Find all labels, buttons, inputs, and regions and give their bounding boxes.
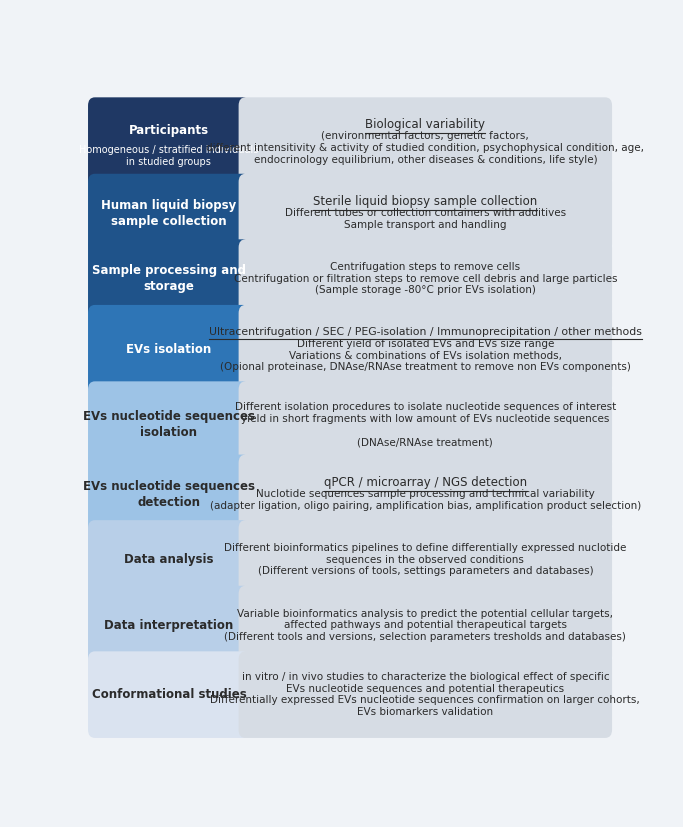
FancyBboxPatch shape <box>88 455 250 533</box>
Text: in vitro / in vivo studies to characterize the biological effect of specific: in vitro / in vivo studies to characteri… <box>242 672 609 682</box>
Text: EVs isolation: EVs isolation <box>126 343 212 356</box>
Text: Variable bioinformatics analysis to predict the potential cellular targets,: Variable bioinformatics analysis to pred… <box>237 609 613 619</box>
Text: Centrifugation or filtration steps to remove cell debris and large particles: Centrifugation or filtration steps to re… <box>234 274 617 284</box>
Text: different intensitivity & activity of studied condition, psychophysical conditio: different intensitivity & activity of st… <box>206 143 644 153</box>
FancyBboxPatch shape <box>238 381 612 468</box>
Text: (Sample storage -80°C prior EVs isolation): (Sample storage -80°C prior EVs isolatio… <box>315 285 535 295</box>
Text: Conformational studies: Conformational studies <box>92 688 247 701</box>
FancyBboxPatch shape <box>88 239 250 318</box>
FancyBboxPatch shape <box>238 305 612 394</box>
Text: affected pathways and potential therapeutical targets: affected pathways and potential therapeu… <box>284 620 567 630</box>
FancyBboxPatch shape <box>88 174 250 253</box>
Text: Sample processing and
storage: Sample processing and storage <box>92 265 246 294</box>
Text: Ultracentrifugation / SEC / PEG-isolation / Immunoprecipitation / other methods: Ultracentrifugation / SEC / PEG-isolatio… <box>209 327 642 337</box>
Text: Differentially expressed EVs nucleotide sequences confirmation on larger cohorts: Differentially expressed EVs nucleotide … <box>210 696 640 705</box>
FancyBboxPatch shape <box>238 98 612 187</box>
Text: Homogeneous / stratified individuals
in studied groups: Homogeneous / stratified individuals in … <box>79 145 259 167</box>
Text: Centrifugation steps to remove cells: Centrifugation steps to remove cells <box>331 262 520 272</box>
FancyBboxPatch shape <box>88 652 250 738</box>
Text: (Different tools and versions, selection parameters tresholds and databases): (Different tools and versions, selection… <box>225 632 626 642</box>
Text: Variations & combinations of EVs isolation methods,: Variations & combinations of EVs isolati… <box>289 351 562 361</box>
FancyBboxPatch shape <box>88 98 250 187</box>
Text: Sample transport and handling: Sample transport and handling <box>344 220 507 230</box>
Text: (Different versions of tools, settings parameters and databases): (Different versions of tools, settings p… <box>257 566 593 576</box>
Text: qPCR / microarray / NGS detection: qPCR / microarray / NGS detection <box>324 476 527 489</box>
Text: Sterile liquid biopsy sample collection: Sterile liquid biopsy sample collection <box>313 195 538 208</box>
Text: (Opional proteinase, DNAse/RNAse treatment to remove non EVs components): (Opional proteinase, DNAse/RNAse treatme… <box>220 362 631 372</box>
FancyBboxPatch shape <box>238 455 612 533</box>
Text: EVs nucleotide sequences
isolation: EVs nucleotide sequences isolation <box>83 410 255 439</box>
Text: Different tubes or collection containers with additives: Different tubes or collection containers… <box>285 208 566 218</box>
FancyBboxPatch shape <box>238 586 612 665</box>
FancyBboxPatch shape <box>238 520 612 599</box>
FancyBboxPatch shape <box>238 652 612 738</box>
FancyBboxPatch shape <box>238 174 612 253</box>
Text: endocrinology equilibrium, other diseases & conditions, life style): endocrinology equilibrium, other disease… <box>253 155 597 165</box>
Text: sequences in the observed conditions: sequences in the observed conditions <box>326 555 525 565</box>
Text: Different yield of isolated EVs and EVs size range: Different yield of isolated EVs and EVs … <box>296 339 554 349</box>
Text: Different bioinformatics pipelines to define differentially expressed nuclotide: Different bioinformatics pipelines to de… <box>224 543 626 553</box>
Text: EVs nucleotide sequences
detection: EVs nucleotide sequences detection <box>83 480 255 509</box>
Text: Data analysis: Data analysis <box>124 553 214 566</box>
FancyBboxPatch shape <box>238 239 612 318</box>
Text: EVs nucleotide sequences and potential therapeutics: EVs nucleotide sequences and potential t… <box>286 684 564 694</box>
Text: Human liquid biopsy
sample collection: Human liquid biopsy sample collection <box>101 198 236 227</box>
Text: (environmental factors, genetic factors,: (environmental factors, genetic factors, <box>322 131 529 141</box>
Text: EVs biomarkers validation: EVs biomarkers validation <box>357 707 493 717</box>
Text: Participants: Participants <box>129 124 209 137</box>
Text: Data interpretation: Data interpretation <box>104 619 234 632</box>
Text: Biological variability: Biological variability <box>365 118 486 131</box>
Text: yield in short fragments with low amount of EVs nucleotide sequences: yield in short fragments with low amount… <box>241 414 609 423</box>
Text: (adapter ligation, oligo pairing, amplification bias, amplification product sele: (adapter ligation, oligo pairing, amplif… <box>210 500 641 511</box>
FancyBboxPatch shape <box>88 381 250 468</box>
Text: Nuclotide sequences sample processing and technical variability: Nuclotide sequences sample processing an… <box>256 489 595 499</box>
FancyBboxPatch shape <box>88 305 250 394</box>
Text: Different isolation procedures to isolate nucleotide sequences of interest: Different isolation procedures to isolat… <box>235 402 616 412</box>
FancyBboxPatch shape <box>88 520 250 599</box>
Text: (DNAse/RNAse treatment): (DNAse/RNAse treatment) <box>357 437 493 447</box>
FancyBboxPatch shape <box>88 586 250 665</box>
